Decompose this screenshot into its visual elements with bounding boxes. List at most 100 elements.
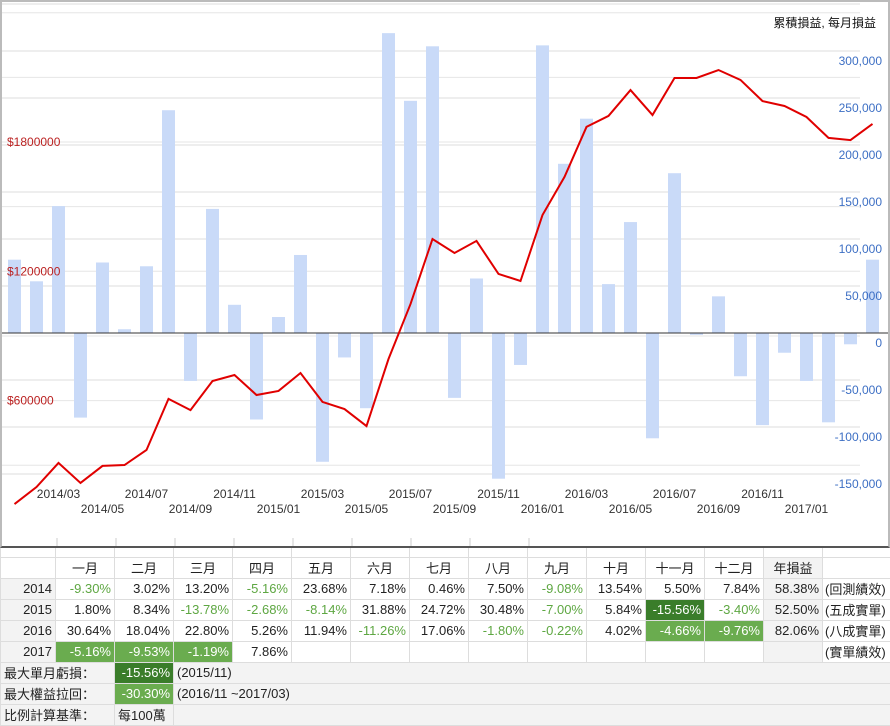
year-cell: 2014: [1, 578, 56, 599]
spacer-cell: [174, 548, 233, 557]
month-return-cell: 5.84%: [587, 599, 646, 620]
spacer-cell: [410, 548, 469, 557]
column-header: 八月: [469, 557, 528, 578]
right-axis-tick: 250,000: [839, 101, 883, 115]
spacer-cell: [823, 548, 890, 557]
annual-total-cell: [764, 641, 823, 662]
month-return-cell: 7.18%: [351, 578, 410, 599]
right-axis-tick: 0: [875, 336, 882, 350]
month-return-cell: 18.04%: [115, 620, 174, 641]
year-cell: 2015: [1, 599, 56, 620]
x-axis-tick: 2014/03: [37, 487, 81, 501]
bar-2014/10: [206, 209, 219, 333]
x-axis-tick: 2016/03: [565, 487, 609, 501]
right-axis-tick: 200,000: [839, 148, 883, 162]
month-return-cell: [410, 641, 469, 662]
summary-value: -15.56%: [115, 662, 174, 683]
x-axis-tick: 2015/11: [477, 487, 520, 501]
summary-label: 最大權益拉回：: [1, 683, 115, 704]
bar-2014/05: [96, 263, 109, 334]
bar-2014/12: [250, 333, 263, 419]
chart-legend: 累積損益, 每月損益: [773, 14, 876, 31]
bar-2016/05: [624, 222, 637, 333]
right-axis-tick: -100,000: [835, 430, 883, 444]
month-return-cell: 5.50%: [646, 578, 705, 599]
right-axis-tick: 150,000: [839, 195, 883, 209]
summary-info: (2016/11 ~2017/03): [174, 683, 890, 704]
bar-2016/04: [602, 284, 615, 333]
bar-2016/12: [778, 333, 791, 353]
year-cell: 2016: [1, 620, 56, 641]
month-return-cell: 24.72%: [410, 599, 469, 620]
spacer-cell: [528, 548, 587, 557]
month-return-cell: 30.64%: [56, 620, 115, 641]
x-axis-tick: 2015/05: [345, 502, 389, 516]
spacer-cell: [351, 548, 410, 557]
bar-2015/09: [448, 333, 461, 398]
month-return-cell: -9.53%: [115, 641, 174, 662]
month-return-cell: 22.80%: [174, 620, 233, 641]
bar-2014/08: [162, 110, 175, 333]
bar-2016/10: [734, 333, 747, 376]
month-return-cell: 1.80%: [56, 599, 115, 620]
left-axis-tick: $1200000: [7, 264, 61, 278]
bar-2016/11: [756, 333, 769, 425]
x-axis-tick: 2016/11: [741, 487, 784, 501]
month-return-cell: 7.50%: [469, 578, 528, 599]
x-axis-tick: 2015/07: [389, 487, 433, 501]
column-header: 七月: [410, 557, 469, 578]
spacer-row: [1, 548, 890, 557]
bar-2015/05: [360, 333, 373, 408]
column-header: 六月: [351, 557, 410, 578]
row-note: (實單績效): [823, 641, 890, 662]
spacer-cell: [1, 548, 56, 557]
bar-2017/02: [822, 333, 835, 422]
row-note: (五成實單): [823, 599, 890, 620]
bar-2016/02: [558, 164, 571, 333]
month-return-cell: 13.20%: [174, 578, 233, 599]
x-axis-tick: 2017/01: [785, 502, 829, 516]
year-cell: 2017: [1, 641, 56, 662]
x-axis-tick: 2014/05: [81, 502, 125, 516]
bar-2015/04: [338, 333, 351, 357]
bar-2015/06: [382, 33, 395, 333]
column-header: 十月: [587, 557, 646, 578]
month-return-cell: -1.80%: [469, 620, 528, 641]
x-axis-tick: 2016/07: [653, 487, 697, 501]
x-axis-tick: 2014/11: [213, 487, 256, 501]
bar-2014/06: [118, 329, 131, 333]
header-row: 一月二月三月四月五月六月七月八月九月十月十一月十二月年損益: [1, 557, 890, 578]
column-header: 五月: [292, 557, 351, 578]
summary-row: 最大單月虧損：-15.56%(2015/11): [1, 662, 890, 683]
month-return-cell: -1.19%: [174, 641, 233, 662]
summary-row: 比例計算基準：每100萬: [1, 704, 890, 725]
summary-value: 每100萬: [115, 704, 174, 725]
annual-total-cell: 58.38%: [764, 578, 823, 599]
spacer-cell: [292, 548, 351, 557]
month-return-cell: 0.46%: [410, 578, 469, 599]
x-axis-tick: 2016/05: [609, 502, 653, 516]
month-return-cell: -9.76%: [705, 620, 764, 641]
bar-2016/09: [712, 296, 725, 333]
bar-2015/12: [514, 333, 527, 365]
corner-cell: [1, 557, 56, 578]
left-axis-tick: $600000: [7, 394, 54, 408]
month-return-cell: -5.16%: [56, 641, 115, 662]
month-return-cell: 31.88%: [351, 599, 410, 620]
month-return-cell: 7.86%: [233, 641, 292, 662]
month-return-cell: 7.84%: [705, 578, 764, 599]
summary-label: 比例計算基準：: [1, 704, 115, 725]
month-return-cell: 4.02%: [587, 620, 646, 641]
month-return-cell: -9.08%: [528, 578, 587, 599]
column-header: 十一月: [646, 557, 705, 578]
spacer-cell: [646, 548, 705, 557]
month-return-cell: [646, 641, 705, 662]
month-return-cell: -4.66%: [646, 620, 705, 641]
table-row: 2014-9.30%3.02%13.20%-5.16%23.68%7.18%0.…: [1, 578, 890, 599]
column-header: 三月: [174, 557, 233, 578]
month-return-cell: -11.26%: [351, 620, 410, 641]
x-axis-tick: 2016/09: [697, 502, 741, 516]
column-header: 九月: [528, 557, 587, 578]
right-axis-tick: -150,000: [835, 477, 883, 491]
spacer-cell: [587, 548, 646, 557]
